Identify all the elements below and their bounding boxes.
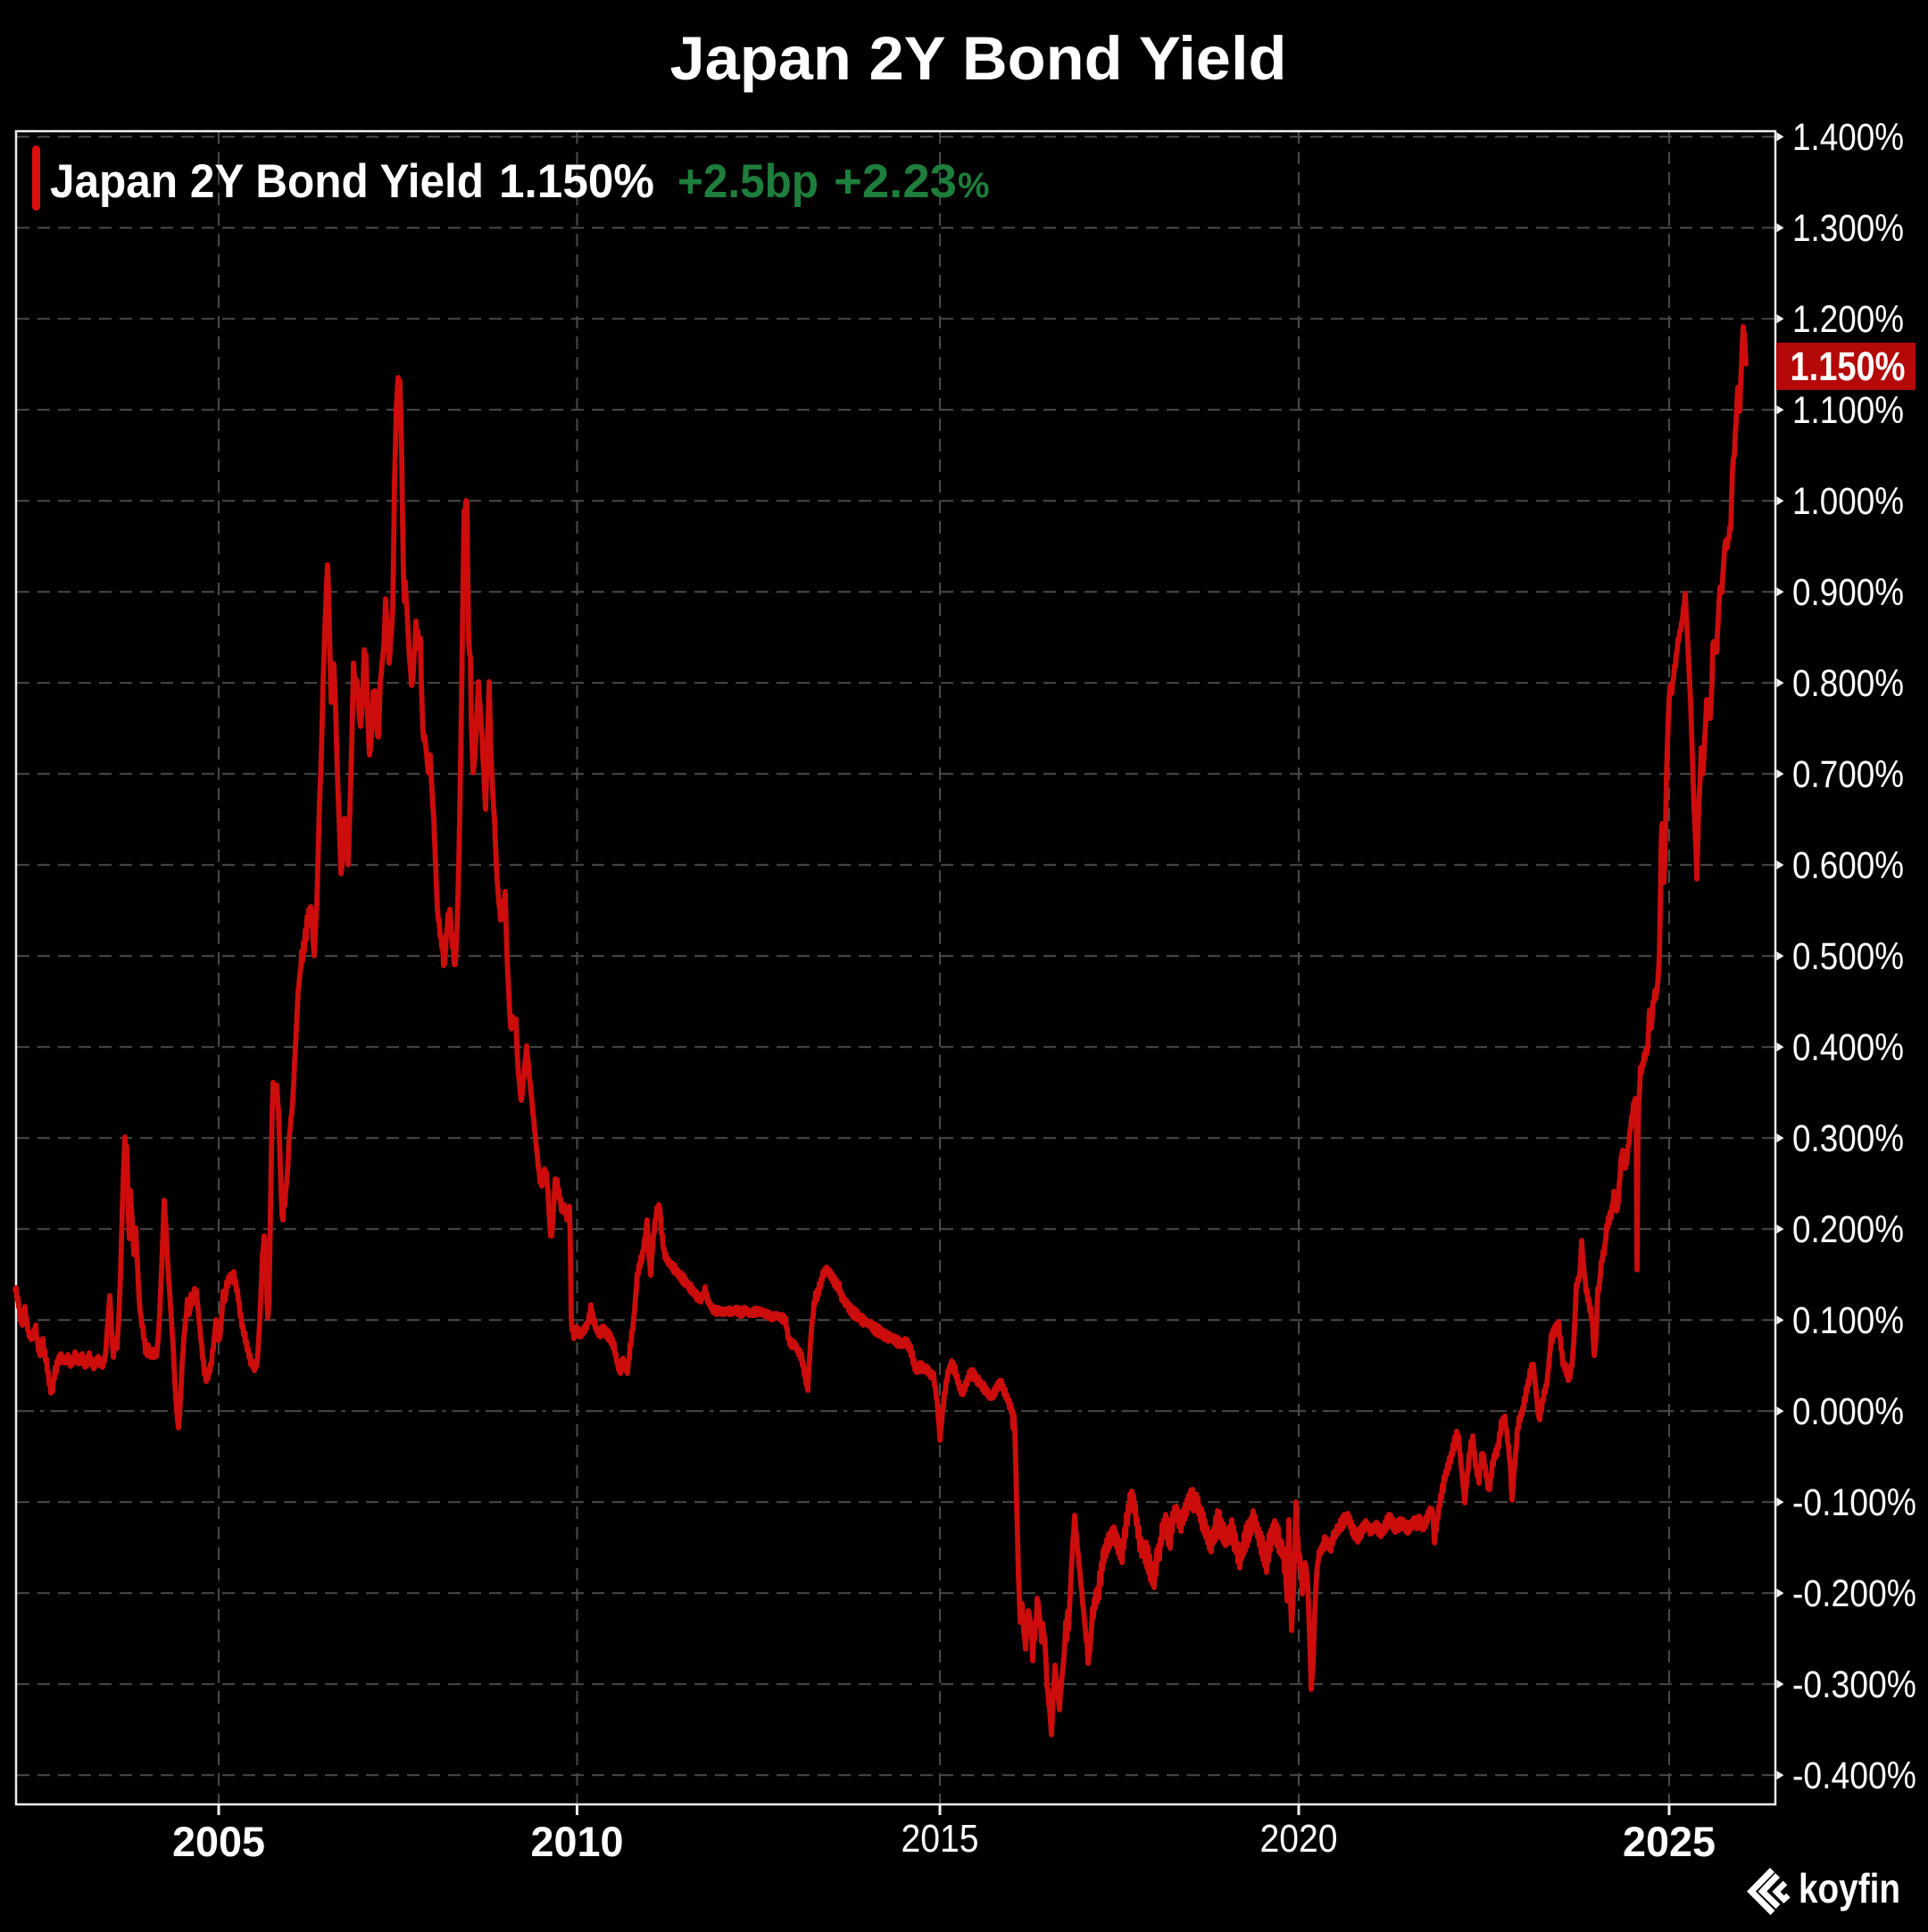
svg-text:+2.23: +2.23 — [834, 155, 957, 208]
svg-text:1.200%: 1.200% — [1792, 298, 1904, 341]
svg-text:0.000%: 0.000% — [1792, 1390, 1904, 1433]
svg-text:koyfin: koyfin — [1799, 1865, 1900, 1911]
svg-text:2005: 2005 — [172, 1818, 265, 1865]
svg-text:Japan 2Y Bond Yield: Japan 2Y Bond Yield — [50, 155, 484, 208]
svg-text:1.300%: 1.300% — [1792, 207, 1904, 250]
svg-text:1.100%: 1.100% — [1792, 389, 1904, 432]
svg-text:Japan 2Y Bond Yield: Japan 2Y Bond Yield — [670, 24, 1287, 93]
svg-text:0.800%: 0.800% — [1792, 662, 1904, 705]
svg-text:2015: 2015 — [902, 1817, 979, 1861]
svg-text:0.900%: 0.900% — [1792, 571, 1904, 614]
svg-text:2020: 2020 — [1260, 1817, 1338, 1861]
svg-text:0.100%: 0.100% — [1792, 1299, 1904, 1342]
svg-text:%: % — [958, 166, 990, 205]
svg-text:+2.5bp: +2.5bp — [677, 155, 819, 208]
svg-text:-0.400%: -0.400% — [1792, 1754, 1916, 1797]
svg-text:0.600%: 0.600% — [1792, 844, 1904, 887]
svg-text:1.000%: 1.000% — [1792, 480, 1904, 523]
svg-text:1.150%: 1.150% — [499, 155, 654, 208]
svg-text:-0.300%: -0.300% — [1792, 1663, 1916, 1706]
svg-text:1.400%: 1.400% — [1792, 116, 1904, 159]
svg-text:0.300%: 0.300% — [1792, 1117, 1904, 1160]
svg-text:1.150%: 1.150% — [1791, 344, 1906, 389]
svg-text:0.700%: 0.700% — [1792, 753, 1904, 796]
svg-text:0.400%: 0.400% — [1792, 1026, 1904, 1069]
svg-text:2010: 2010 — [531, 1818, 624, 1865]
svg-text:-0.200%: -0.200% — [1792, 1572, 1916, 1615]
svg-text:0.200%: 0.200% — [1792, 1208, 1904, 1251]
svg-text:-0.100%: -0.100% — [1792, 1481, 1916, 1524]
svg-text:0.500%: 0.500% — [1792, 935, 1904, 978]
svg-text:2025: 2025 — [1623, 1818, 1716, 1865]
